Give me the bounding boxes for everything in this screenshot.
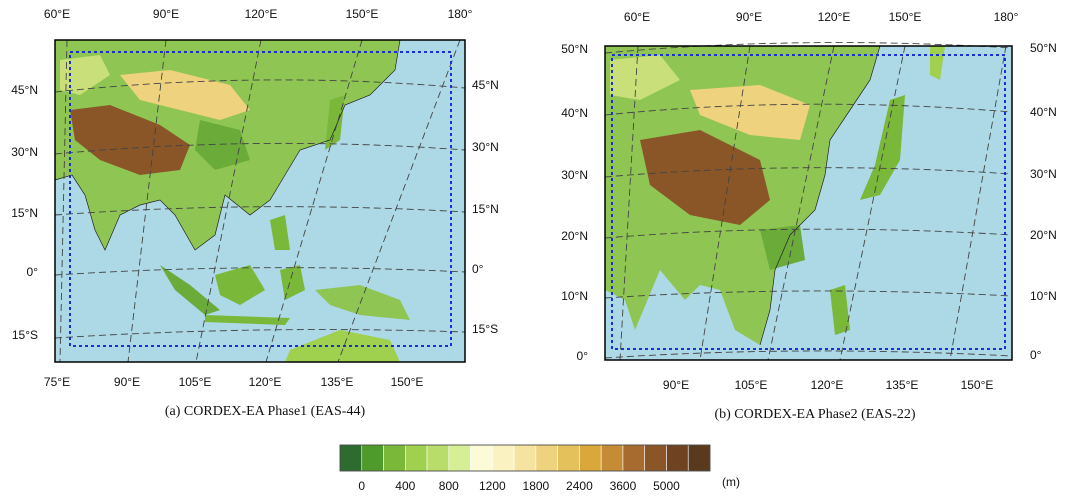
- lon-label: 120°E: [245, 7, 278, 21]
- colorbar-swatch: [383, 444, 406, 472]
- colorbar-unit: (m): [722, 475, 740, 489]
- map-a: [54, 39, 466, 363]
- lat-label: 30°N: [561, 168, 588, 182]
- lat-label: 10°N: [561, 289, 588, 303]
- lon-label: 90°E: [114, 375, 140, 389]
- colorbar-swatch: [448, 444, 471, 472]
- lat-label: 15°S: [12, 328, 38, 342]
- caption: (b) CORDEX-EA Phase2 (EAS-22): [714, 407, 915, 422]
- colorbar-swatch: [644, 444, 667, 472]
- lon-label: 150°E: [961, 378, 994, 392]
- lon-label: 120°E: [818, 10, 851, 24]
- lat-label: 45°N: [472, 78, 499, 92]
- colorbar-swatch: [339, 444, 363, 472]
- colorbar-swatch: [513, 444, 537, 472]
- colorbar-swatch: [404, 444, 428, 472]
- colorbar-swatch: [666, 444, 689, 472]
- lat-label: 0°: [577, 349, 589, 363]
- colorbar-swatch: [600, 444, 624, 472]
- lon-label: 150°E: [391, 375, 424, 389]
- colorbar-label: 800: [439, 479, 459, 493]
- lat-label: 20°N: [1030, 228, 1057, 242]
- lon-label: 150°E: [346, 7, 379, 21]
- lon-label: 105°E: [179, 375, 212, 389]
- lon-label: 60°E: [44, 7, 70, 21]
- lat-label: 40°N: [1030, 105, 1057, 119]
- lon-label: 60°E: [624, 10, 650, 24]
- lon-label: 150°E: [889, 10, 922, 24]
- colorbar-label: 400: [395, 479, 415, 493]
- lat-label: 15°N: [472, 202, 499, 216]
- colorbar-label: 5000: [653, 479, 680, 493]
- lat-label: 30°N: [11, 145, 38, 159]
- caption: (a) CORDEX-EA Phase1 (EAS-44): [165, 404, 366, 419]
- lat-label: 40°N: [561, 106, 588, 120]
- colorbar-swatch: [557, 444, 580, 472]
- colorbar-swatch: [579, 444, 602, 472]
- colorbar-swatch: [622, 444, 646, 472]
- lon-label: 90°E: [736, 10, 762, 24]
- lat-label: 50°N: [1030, 41, 1057, 55]
- colorbar-swatch: [492, 444, 515, 472]
- colorbar-swatch: [687, 444, 711, 472]
- lat-label: 45°N: [11, 83, 38, 97]
- colorbar-label: 0: [358, 479, 365, 493]
- lon-label: 180°: [994, 10, 1019, 24]
- map-b: [604, 42, 1013, 361]
- colorbar-frame: [339, 444, 711, 472]
- lon-label: 105°E: [735, 378, 768, 392]
- colorbar-label: 1800: [523, 479, 550, 493]
- colorbar-label: 2400: [566, 479, 593, 493]
- lat-label: 15°S: [472, 322, 498, 336]
- lon-label: 75°E: [44, 375, 70, 389]
- colorbar-swatch: [535, 444, 558, 472]
- lon-label: 135°E: [886, 378, 919, 392]
- colorbar-swatch: [426, 444, 450, 472]
- colorbar-label: 1200: [479, 479, 506, 493]
- lat-label: 0°: [1030, 348, 1042, 362]
- lon-label: 135°E: [321, 375, 354, 389]
- lat-label: 15°N: [11, 206, 38, 220]
- lat-label: 20°N: [561, 229, 588, 243]
- lon-label: 180°: [448, 7, 473, 21]
- lon-label: 90°E: [663, 378, 689, 392]
- lon-label: 120°E: [811, 378, 844, 392]
- lat-label: 0°: [27, 265, 39, 279]
- colorbar-swatch: [361, 444, 384, 472]
- colorbar-swatch: [470, 444, 493, 472]
- lat-label: 30°N: [472, 140, 499, 154]
- lat-label: 50°N: [561, 42, 588, 56]
- lat-label: 0°: [472, 262, 484, 276]
- colorbar-label: 3600: [610, 479, 637, 493]
- lat-label: 10°N: [1030, 289, 1057, 303]
- lat-label: 30°N: [1030, 167, 1057, 181]
- lon-label: 90°E: [153, 7, 179, 21]
- lon-label: 120°E: [249, 375, 282, 389]
